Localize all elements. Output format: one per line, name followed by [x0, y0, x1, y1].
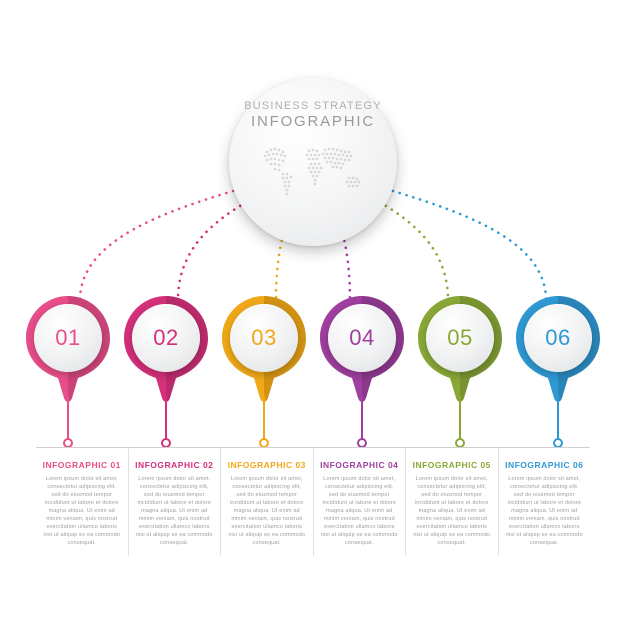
pin-stem: [67, 396, 69, 440]
pin-inner-circle: 06: [524, 304, 592, 372]
pin-stem: [557, 396, 559, 440]
pin-number: 03: [251, 325, 276, 351]
pin-01: 01: [26, 296, 110, 446]
column-03: INFOGRAPHIC 03 Lorem ipsum dolor sit amet…: [221, 448, 314, 556]
pin-06: 06: [516, 296, 600, 446]
pin-number: 02: [153, 325, 178, 351]
pin-inner-circle: 04: [328, 304, 396, 372]
pin-inner-circle: 03: [230, 304, 298, 372]
column-02: INFOGRAPHIC 02 Lorem ipsum dolor sit amet…: [129, 448, 222, 556]
pin-inner-circle: 05: [426, 304, 494, 372]
pin-number: 04: [349, 325, 374, 351]
column-01: INFOGRAPHIC 01 Lorem ipsum dolor sit amet…: [36, 448, 129, 556]
pin-number: 01: [55, 325, 80, 351]
world-map-icon: [253, 140, 373, 202]
column-title: INFOGRAPHIC 01: [42, 460, 122, 470]
column-body: Lorem ipsum dolor sit amet, consectetur …: [227, 476, 307, 548]
column-title: INFOGRAPHIC 03: [227, 460, 307, 470]
pin-stem: [165, 396, 167, 440]
center-circle: BUSINESS STRATEGY INFOGRAPHIC: [229, 78, 397, 246]
pin-number: 05: [447, 325, 472, 351]
pin-stem: [263, 396, 265, 440]
column-body: Lorem ipsum dolor sit amet, consectetur …: [320, 476, 400, 548]
pin-inner-circle: 02: [132, 304, 200, 372]
column-04: INFOGRAPHIC 04 Lorem ipsum dolor sit amet…: [314, 448, 407, 556]
pin-stem: [459, 396, 461, 440]
center-title-line1: BUSINESS STRATEGY: [244, 100, 382, 112]
column-05: INFOGRAPHIC 05 Lorem ipsum dolor sit amet…: [406, 448, 499, 556]
column-title: INFOGRAPHIC 06: [505, 460, 585, 470]
pin-number: 06: [545, 325, 570, 351]
pin-inner-circle: 01: [34, 304, 102, 372]
column-body: Lorem ipsum dolor sit amet, consectetur …: [505, 476, 585, 548]
columns-row: INFOGRAPHIC 01 Lorem ipsum dolor sit amet…: [36, 448, 590, 556]
pin-02: 02: [124, 296, 208, 446]
column-06: INFOGRAPHIC 06 Lorem ipsum dolor sit amet…: [499, 448, 591, 556]
column-title: INFOGRAPHIC 04: [320, 460, 400, 470]
column-body: Lorem ipsum dolor sit amet, consectetur …: [42, 476, 122, 548]
column-title: INFOGRAPHIC 02: [135, 460, 215, 470]
center-title-line2: INFOGRAPHIC: [251, 113, 375, 130]
infographic-canvas: BUSINESS STRATEGY INFOGRAPHIC: [0, 0, 626, 626]
column-title: INFOGRAPHIC 05: [412, 460, 492, 470]
column-body: Lorem ipsum dolor sit amet, consectetur …: [412, 476, 492, 548]
pin-05: 05: [418, 296, 502, 446]
column-body: Lorem ipsum dolor sit amet, consectetur …: [135, 476, 215, 548]
pin-04: 04: [320, 296, 404, 446]
pin-row: 01 02 03 04 05 06: [0, 296, 626, 446]
pin-03: 03: [222, 296, 306, 446]
pin-stem: [361, 396, 363, 440]
